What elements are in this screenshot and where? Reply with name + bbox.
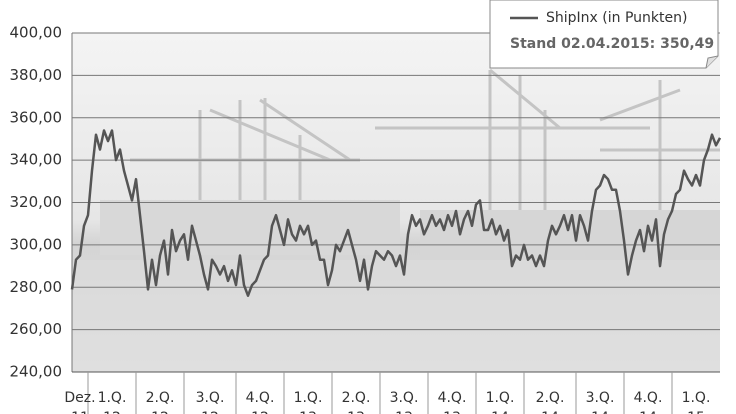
x-tick-label: 2.Q. xyxy=(536,390,565,406)
x-tick-label: 3.Q. xyxy=(586,390,615,406)
data-line xyxy=(70,129,722,297)
x-tick-label: 4.Q. xyxy=(634,390,663,406)
x-tick-label: 14 xyxy=(639,410,657,414)
x-tick-label: 4.Q. xyxy=(246,390,275,406)
x-tick-label: 2.Q. xyxy=(146,390,175,406)
x-tick-label: 1.Q. xyxy=(486,390,515,406)
y-tick-label: 260,00 xyxy=(10,320,63,338)
annotation: Stand 02.04.2015: 350,49 xyxy=(510,36,714,52)
x-tick-label: 13 xyxy=(299,410,317,414)
x-tick-label: 12 xyxy=(151,410,169,414)
y-tick-label: 400,00 xyxy=(10,24,63,42)
x-tick-label: 11 xyxy=(71,410,89,414)
x-tick-label: 4.Q. xyxy=(438,390,467,406)
x-tick-label: 14 xyxy=(591,410,609,414)
x-tick-label: 14 xyxy=(491,410,509,414)
y-tick-label: 380,00 xyxy=(10,66,63,84)
y-tick-label: 240,00 xyxy=(10,363,63,381)
x-tick-label: 3.Q. xyxy=(196,390,225,406)
x-tick-label: 14 xyxy=(541,410,559,414)
x-tick-label: 2.Q. xyxy=(342,390,371,406)
legend-label: ShipInx (in Punkten) xyxy=(546,10,687,26)
x-tick-label: 12 xyxy=(201,410,219,414)
legend: ShipInx (in Punkten) Stand 02.04.2015: 3… xyxy=(489,0,719,69)
x-tick-label: 12 xyxy=(251,410,269,414)
x-tick-label: 12 xyxy=(103,410,121,414)
y-tick-label: 300,00 xyxy=(10,235,63,253)
x-tick-label: 1.Q. xyxy=(98,390,127,406)
x-tick-label: 1.Q. xyxy=(294,390,323,406)
x-tick-label: 15 xyxy=(687,410,705,414)
x-tick-label: 1.Q. xyxy=(682,390,711,406)
x-tick-label: 13 xyxy=(395,410,413,414)
x-tick-label: Dez. xyxy=(64,390,95,406)
x-tick-label: 3.Q. xyxy=(390,390,419,406)
y-tick-label: 360,00 xyxy=(10,108,63,126)
y-tick-label: 340,00 xyxy=(10,151,63,169)
y-tick-label: 280,00 xyxy=(10,278,63,296)
y-tick-label: 320,00 xyxy=(10,193,63,211)
x-tick-label: 13 xyxy=(347,410,365,414)
x-tick-label: 13 xyxy=(443,410,461,414)
